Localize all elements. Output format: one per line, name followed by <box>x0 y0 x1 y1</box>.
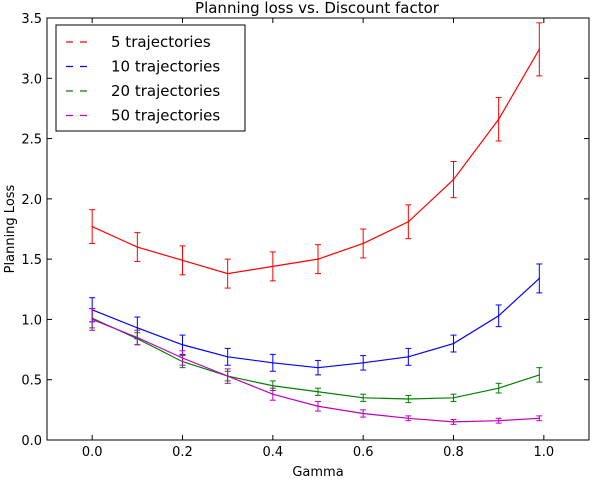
data-point <box>362 412 364 415</box>
data-point <box>136 246 139 248</box>
data-point <box>317 405 319 408</box>
data-point <box>136 327 139 329</box>
data-point <box>407 356 410 358</box>
data-point <box>497 419 500 422</box>
x-axis-label: Gamma <box>292 465 343 480</box>
series-1 <box>89 22 543 289</box>
data-point <box>407 398 410 400</box>
y-tick-label: 0.0 <box>21 434 42 449</box>
data-point <box>91 225 93 228</box>
data-point <box>317 258 319 260</box>
legend-label: 5 trajectories <box>111 33 211 51</box>
data-point <box>452 397 455 399</box>
legend-label: 10 trajectories <box>111 58 220 76</box>
data-point <box>91 318 93 321</box>
x-tick-label: 0.0 <box>82 445 103 460</box>
data-point <box>362 362 364 364</box>
data-point <box>362 242 364 245</box>
data-point <box>136 336 139 339</box>
data-point <box>226 356 229 358</box>
data-point <box>181 357 184 359</box>
data-point <box>452 342 455 345</box>
x-tick-label: 0.4 <box>262 445 283 460</box>
series-4 <box>89 308 543 425</box>
x-tick-label: 0.6 <box>353 445 374 460</box>
y-tick-label: 3.5 <box>21 12 42 27</box>
y-tick-label: 0.5 <box>21 374 42 389</box>
plot-frame <box>46 17 590 441</box>
data-point <box>407 417 410 420</box>
data-point <box>272 384 274 387</box>
data-point <box>538 277 541 280</box>
data-point <box>497 387 500 389</box>
series-layer <box>89 22 543 425</box>
data-point <box>272 362 274 364</box>
y-tick-label: 1.0 <box>21 313 42 328</box>
chart-title: Planning loss vs. Discount factor <box>195 0 440 17</box>
data-point <box>407 220 410 223</box>
data-point <box>317 390 319 393</box>
data-point <box>362 397 364 399</box>
legend-label: 20 trajectories <box>111 82 220 100</box>
y-tick-label: 1.5 <box>21 253 42 268</box>
data-point <box>497 315 500 317</box>
data-point <box>538 48 541 51</box>
data-point <box>452 421 455 423</box>
y-tick-label: 3.0 <box>21 72 42 87</box>
data-point <box>497 118 500 121</box>
data-point <box>272 393 274 395</box>
y-tick-label: 2.0 <box>21 193 42 208</box>
y-tick-label: 2.5 <box>21 133 42 148</box>
data-point <box>538 417 541 420</box>
data-point <box>226 375 229 377</box>
x-tick-label: 0.2 <box>172 445 193 460</box>
data-point <box>538 374 541 376</box>
y-axis-label: Planning Loss <box>3 184 18 273</box>
data-point <box>181 343 184 346</box>
x-tick-label: 0.8 <box>443 445 464 460</box>
axis-layer: 0.0 0.2 0.4 0.6 0.8 1.0 0.0 0.5 1.0 1.5 2.0 2.5 3.0 3… <box>21 12 589 460</box>
data-point <box>317 366 319 369</box>
data-point <box>272 265 274 268</box>
x-tick-label: 1.0 <box>533 445 554 460</box>
legend-box <box>55 24 246 132</box>
legend: 5 trajectories 10 trajectories 20 trajecto… <box>55 24 246 132</box>
data-point <box>226 272 229 275</box>
legend-label: 50 trajectories <box>111 107 220 125</box>
data-point <box>181 259 184 262</box>
data-point <box>452 178 455 181</box>
